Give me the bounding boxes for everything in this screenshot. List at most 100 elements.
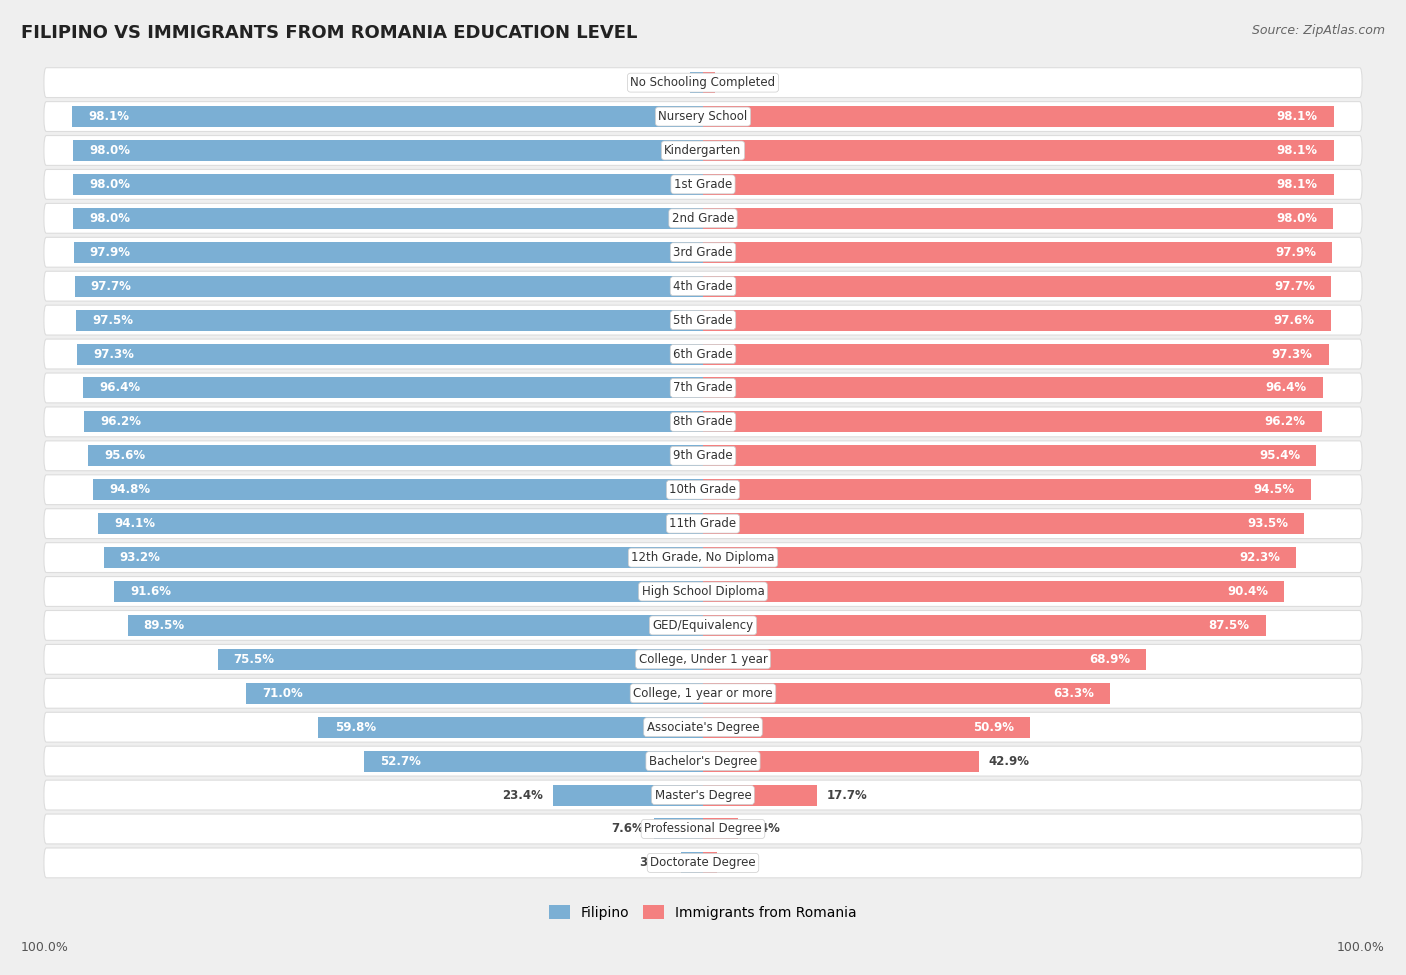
Text: 94.5%: 94.5% (1253, 484, 1295, 496)
Text: 59.8%: 59.8% (335, 721, 375, 734)
Text: 50.9%: 50.9% (973, 721, 1014, 734)
Bar (218, 648, 703, 670)
FancyBboxPatch shape (44, 644, 1362, 675)
Text: 98.1%: 98.1% (1277, 144, 1317, 157)
Bar (364, 751, 703, 771)
Bar (703, 106, 1334, 127)
Text: 17.7%: 17.7% (827, 789, 868, 801)
Bar (553, 785, 703, 805)
Text: 52.7%: 52.7% (380, 755, 420, 767)
FancyBboxPatch shape (44, 475, 1362, 505)
Text: 1st Grade: 1st Grade (673, 177, 733, 191)
Bar (83, 377, 703, 399)
Bar (703, 513, 1305, 534)
FancyBboxPatch shape (44, 305, 1362, 335)
Text: 96.2%: 96.2% (1264, 415, 1306, 428)
Text: Doctorate Degree: Doctorate Degree (650, 856, 756, 870)
Text: 97.7%: 97.7% (1274, 280, 1315, 292)
Text: FILIPINO VS IMMIGRANTS FROM ROMANIA EDUCATION LEVEL: FILIPINO VS IMMIGRANTS FROM ROMANIA EDUC… (21, 24, 637, 42)
FancyBboxPatch shape (44, 373, 1362, 403)
Bar (75, 276, 703, 296)
Bar (703, 208, 1333, 229)
Legend: Filipino, Immigrants from Romania: Filipino, Immigrants from Romania (544, 899, 862, 925)
Text: 98.0%: 98.0% (1277, 212, 1317, 225)
Text: 5.4%: 5.4% (748, 823, 780, 836)
Text: 97.3%: 97.3% (1271, 347, 1313, 361)
Bar (703, 615, 1265, 636)
Text: 98.1%: 98.1% (89, 110, 129, 123)
Bar (128, 615, 703, 636)
Text: Bachelor's Degree: Bachelor's Degree (650, 755, 756, 767)
Text: Associate's Degree: Associate's Degree (647, 721, 759, 734)
FancyBboxPatch shape (44, 339, 1362, 369)
Bar (89, 446, 703, 466)
Text: 97.9%: 97.9% (1275, 246, 1316, 258)
Bar (703, 479, 1310, 500)
Text: 98.1%: 98.1% (1277, 110, 1317, 123)
Text: 96.2%: 96.2% (100, 415, 142, 428)
Bar (93, 479, 703, 500)
Text: 8th Grade: 8th Grade (673, 415, 733, 428)
Bar (654, 818, 703, 839)
FancyBboxPatch shape (44, 407, 1362, 437)
Text: 96.4%: 96.4% (100, 381, 141, 395)
FancyBboxPatch shape (44, 170, 1362, 199)
FancyBboxPatch shape (44, 237, 1362, 267)
Bar (703, 547, 1296, 568)
Bar (703, 446, 1316, 466)
Text: 97.7%: 97.7% (91, 280, 132, 292)
Text: 2.1%: 2.1% (725, 856, 759, 870)
Text: 75.5%: 75.5% (233, 653, 274, 666)
Bar (73, 174, 703, 195)
Text: 68.9%: 68.9% (1088, 653, 1130, 666)
Text: High School Diploma: High School Diploma (641, 585, 765, 598)
Bar (690, 72, 703, 94)
FancyBboxPatch shape (44, 713, 1362, 742)
Text: 4th Grade: 4th Grade (673, 280, 733, 292)
FancyBboxPatch shape (44, 441, 1362, 471)
Text: 7th Grade: 7th Grade (673, 381, 733, 395)
Text: 6th Grade: 6th Grade (673, 347, 733, 361)
Text: 92.3%: 92.3% (1240, 551, 1281, 565)
Text: 42.9%: 42.9% (988, 755, 1029, 767)
Text: 98.1%: 98.1% (1277, 177, 1317, 191)
FancyBboxPatch shape (44, 509, 1362, 538)
FancyBboxPatch shape (44, 610, 1362, 641)
Text: 100.0%: 100.0% (21, 941, 69, 954)
FancyBboxPatch shape (44, 848, 1362, 878)
Text: 97.9%: 97.9% (90, 246, 131, 258)
FancyBboxPatch shape (44, 814, 1362, 844)
Text: Nursery School: Nursery School (658, 110, 748, 123)
Bar (703, 140, 1334, 161)
Bar (703, 648, 1146, 670)
Bar (703, 818, 738, 839)
FancyBboxPatch shape (44, 746, 1362, 776)
Text: 97.5%: 97.5% (93, 314, 134, 327)
Text: 94.1%: 94.1% (114, 517, 155, 530)
Text: College, Under 1 year: College, Under 1 year (638, 653, 768, 666)
Text: Kindergarten: Kindergarten (665, 144, 741, 157)
FancyBboxPatch shape (44, 136, 1362, 166)
FancyBboxPatch shape (44, 679, 1362, 708)
Text: 95.6%: 95.6% (104, 449, 145, 462)
Text: 87.5%: 87.5% (1209, 619, 1250, 632)
Text: 71.0%: 71.0% (263, 686, 304, 700)
Text: 98.0%: 98.0% (89, 212, 129, 225)
Text: 7.6%: 7.6% (612, 823, 644, 836)
Bar (703, 581, 1284, 602)
Bar (703, 377, 1323, 399)
Text: Source: ZipAtlas.com: Source: ZipAtlas.com (1251, 24, 1385, 37)
Bar (76, 310, 703, 331)
Bar (681, 852, 703, 874)
Bar (703, 242, 1333, 263)
Text: 2.0%: 2.0% (648, 76, 681, 89)
Bar (73, 140, 703, 161)
Text: 10th Grade: 10th Grade (669, 484, 737, 496)
Text: 93.2%: 93.2% (120, 551, 160, 565)
Bar (319, 717, 703, 738)
Text: Professional Degree: Professional Degree (644, 823, 762, 836)
Text: 9th Grade: 9th Grade (673, 449, 733, 462)
Text: 89.5%: 89.5% (143, 619, 184, 632)
Text: 2nd Grade: 2nd Grade (672, 212, 734, 225)
Text: 100.0%: 100.0% (1337, 941, 1385, 954)
